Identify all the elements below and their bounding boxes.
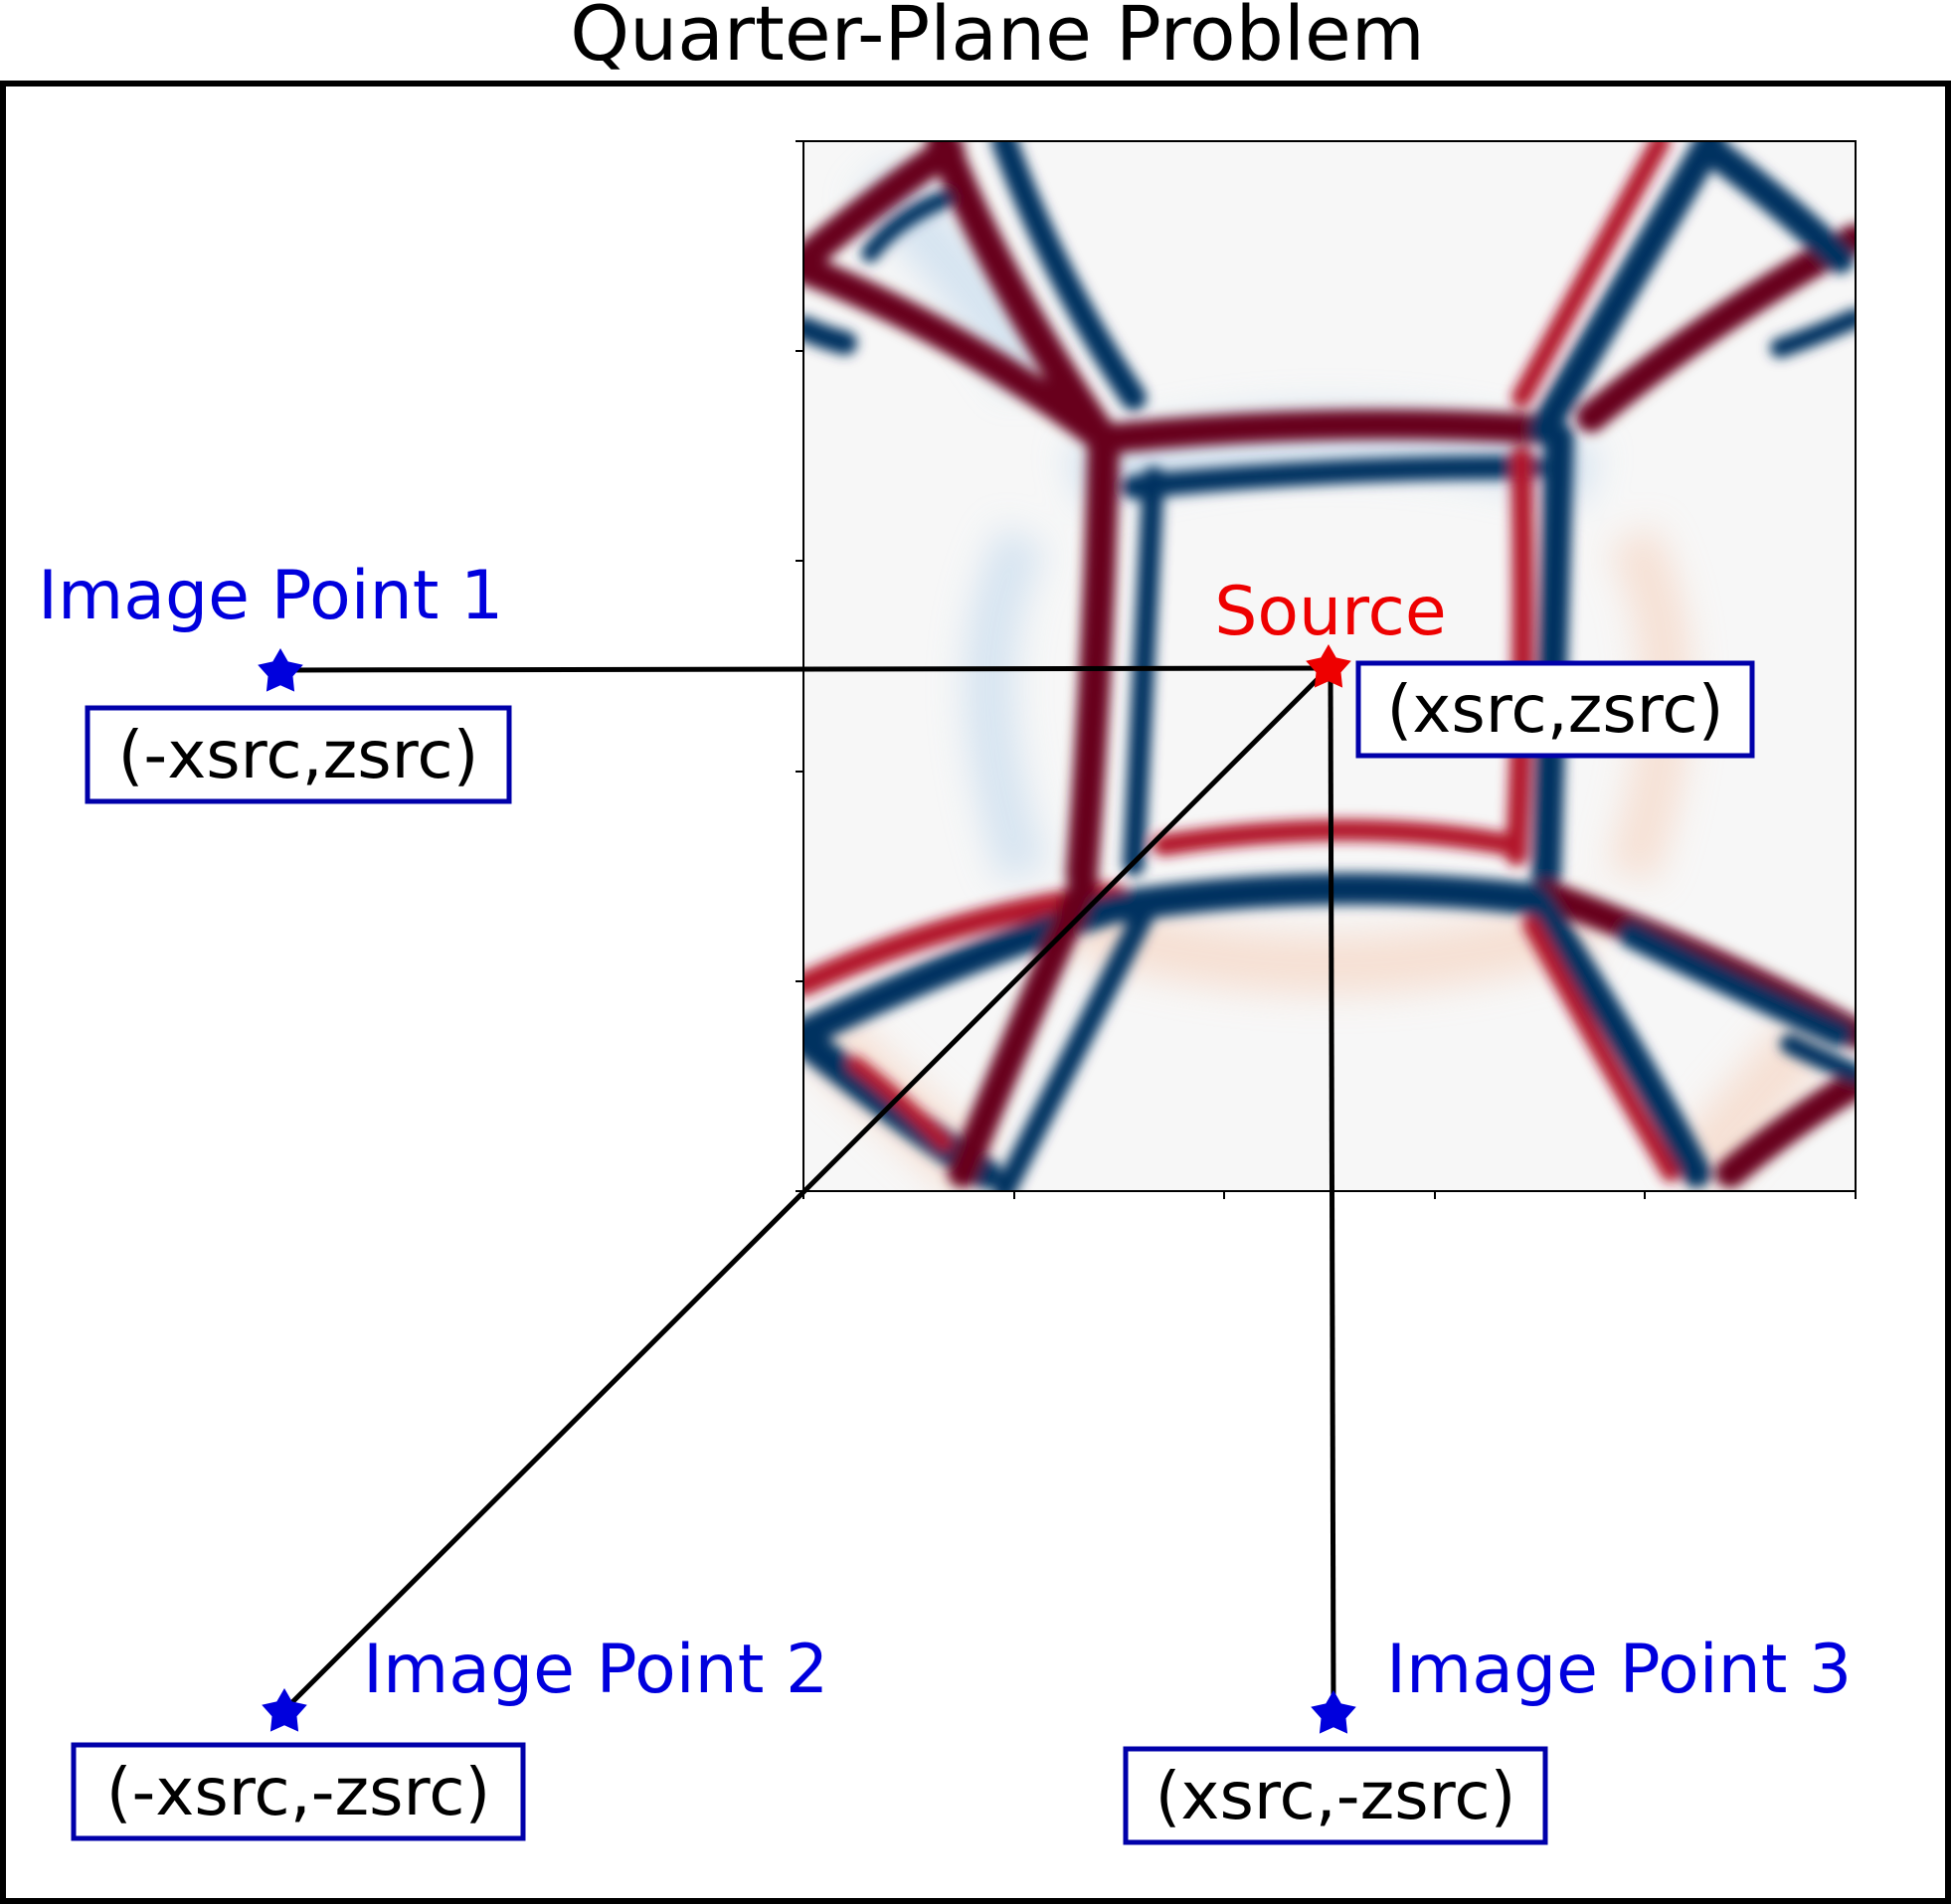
axis-ticks xyxy=(796,140,1857,1199)
line-source-to-image-point-3 xyxy=(1328,667,1336,1713)
source-label: Source xyxy=(1214,573,1447,651)
image-point-3-coords-box: (xsrc,-zsrc) xyxy=(1123,1746,1548,1845)
wavefronts xyxy=(803,141,1856,1191)
image-point-2-marker xyxy=(262,1688,307,1732)
red-star-icon xyxy=(1306,644,1351,688)
image-point-2-coords: (-xsrc,-zsrc) xyxy=(106,1754,491,1830)
image-point-3-label: Image Point 3 xyxy=(1386,1631,1852,1709)
image-point-1-marker xyxy=(258,648,303,692)
image-point-2-label: Image Point 2 xyxy=(363,1631,828,1709)
image-point-1-label: Image Point 1 xyxy=(38,557,503,635)
image-point-3-marker xyxy=(1311,1690,1356,1734)
blue-star-icon xyxy=(258,648,303,692)
image-point-3-coords: (xsrc,-zsrc) xyxy=(1155,1758,1516,1834)
image-point-1-coords: (-xsrc,zsrc) xyxy=(118,717,479,793)
diagram-title: Quarter-Plane Problem xyxy=(570,0,1425,78)
outer-frame xyxy=(0,81,1951,1904)
image-point-2-coords-box: (-xsrc,-zsrc) xyxy=(71,1742,526,1841)
source-marker xyxy=(1306,644,1351,688)
blue-star-icon xyxy=(1311,1690,1356,1734)
source-coords: (xsrc,zsrc) xyxy=(1387,671,1724,748)
image-point-1-coords-box: (-xsrc,zsrc) xyxy=(85,705,512,804)
line-source-to-image-point-1 xyxy=(279,665,1330,673)
blue-star-icon xyxy=(262,1688,307,1732)
source-coords-box: (xsrc,zsrc) xyxy=(1355,660,1755,759)
line-source-to-image-point-2 xyxy=(282,666,1330,1712)
